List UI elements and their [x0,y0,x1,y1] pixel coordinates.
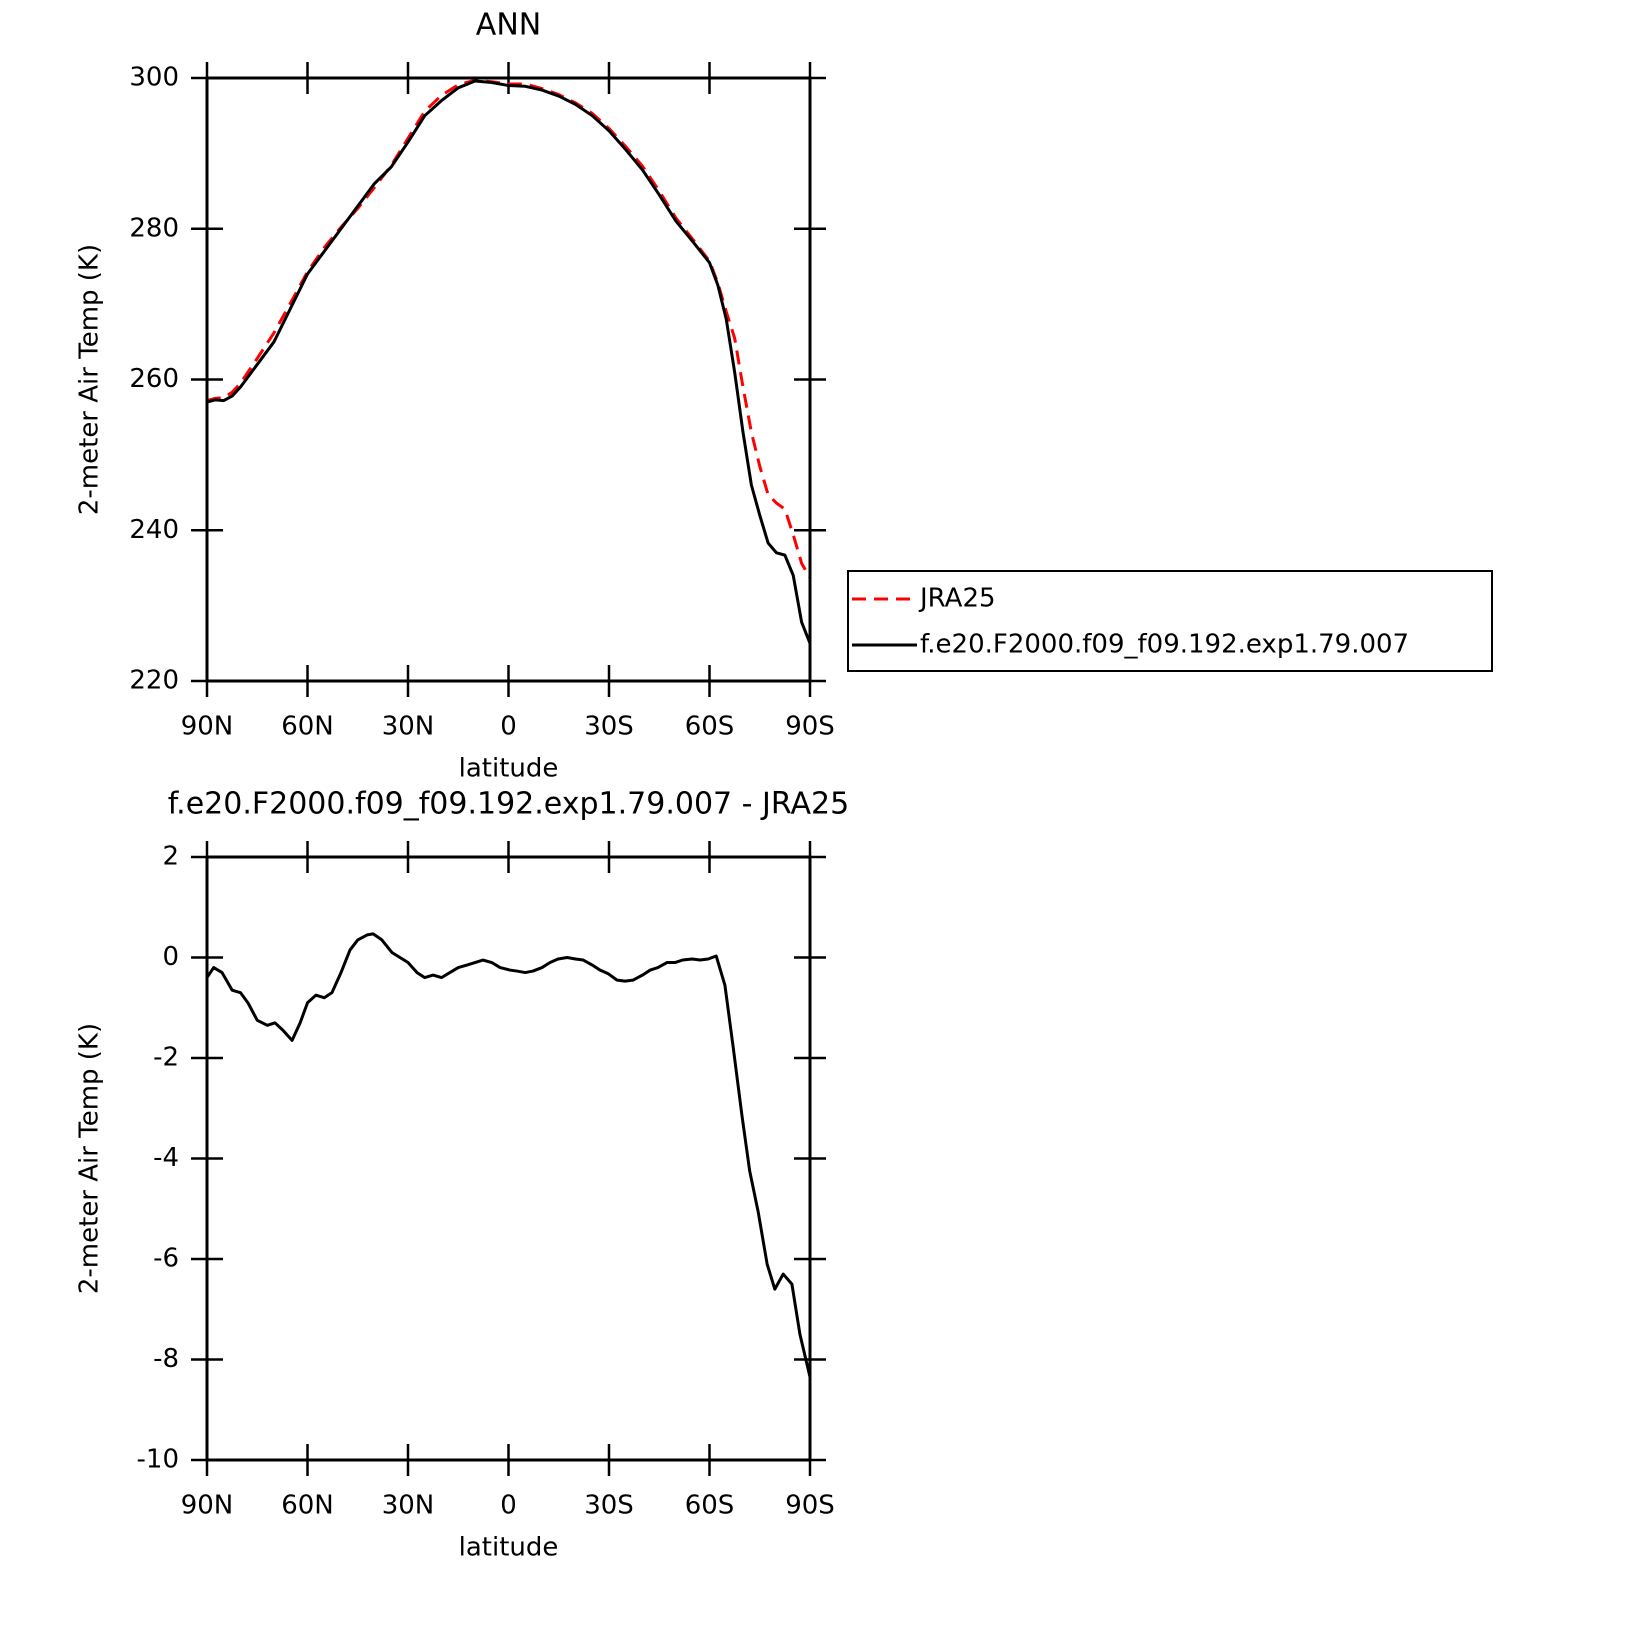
legend-label: f.e20.F2000.f09_f09.192.exp1.79.007 [920,630,1409,660]
data-line [206,78,812,579]
x-tick-label: 30S [584,712,634,742]
x-axis-label: latitude [459,1533,559,1563]
y-tick-label: 260 [129,364,179,394]
legend-box [847,570,1493,672]
data-line [206,79,812,644]
y-tick-label: 220 [129,666,179,696]
plot: f.e20.F2000.f09_f09.192.exp1.79.007 - JR… [75,787,850,1563]
y-tick-label: -10 [137,1445,179,1475]
x-tick-label: 30N [382,1491,435,1521]
y-tick-label: 2 [162,842,179,872]
plot-frame [205,855,812,1462]
chart-title: ANN [476,8,541,43]
x-tick-label: 90N [181,712,234,742]
plot: ANN latitude 2-meter Air Temp (K) 220 240 260… [75,8,1493,784]
x-tick-label: 0 [500,712,517,742]
plot-frame [205,76,812,683]
y-tick-label: -2 [153,1043,179,1073]
x-tick-label: 30S [584,1491,634,1521]
legend-label: JRA25 [918,584,996,614]
y-axis-label: 2-meter Air Temp (K) [75,1023,105,1294]
y-tick-label: 0 [162,942,179,972]
x-tick-label: 90S [785,1491,835,1521]
x-tick-label: 60N [281,712,334,742]
x-tick-label: 60N [281,1491,334,1521]
x-tick-label: 60S [685,1491,735,1521]
x-axis-label: latitude [459,754,559,784]
x-tick-label: 90N [181,1491,234,1521]
y-tick-label: -4 [153,1143,179,1173]
y-axis-label: 2-meter Air Temp (K) [75,244,105,515]
y-tick-label: -6 [153,1244,179,1274]
x-tick-label: 90S [785,712,835,742]
y-tick-label: 300 [129,63,179,93]
x-tick-label: 30N [382,712,435,742]
x-tick-label: 0 [500,1491,517,1521]
x-tick-label: 60S [685,712,735,742]
data-line [205,932,812,1378]
y-tick-label: 280 [129,213,179,243]
chart-title: f.e20.F2000.f09_f09.192.exp1.79.007 - JR… [168,787,849,822]
y-tick-label: 240 [129,515,179,545]
y-tick-label: -8 [153,1344,179,1374]
